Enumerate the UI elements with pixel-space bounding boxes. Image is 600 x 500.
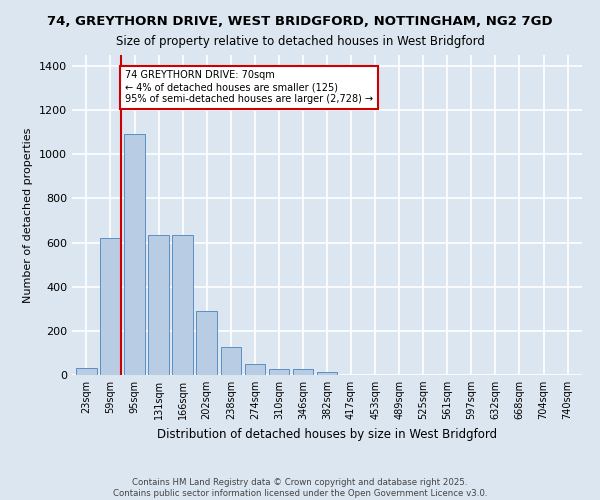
Text: 74, GREYTHORN DRIVE, WEST BRIDGFORD, NOTTINGHAM, NG2 7GD: 74, GREYTHORN DRIVE, WEST BRIDGFORD, NOT… [47, 15, 553, 28]
Bar [221, 348, 241, 375]
Text: Size of property relative to detached houses in West Bridgford: Size of property relative to detached ho… [116, 35, 484, 48]
Bar [196, 311, 217, 375]
Bar [100, 238, 121, 375]
Text: Contains HM Land Registry data © Crown copyright and database right 2025.
Contai: Contains HM Land Registry data © Crown c… [113, 478, 487, 498]
Text: 74 GREYTHORN DRIVE: 70sqm
← 4% of detached houses are smaller (125)
95% of semi-: 74 GREYTHORN DRIVE: 70sqm ← 4% of detach… [125, 70, 373, 104]
Bar [293, 370, 313, 375]
Bar [148, 235, 169, 375]
X-axis label: Distribution of detached houses by size in West Bridgford: Distribution of detached houses by size … [157, 428, 497, 440]
Bar [76, 368, 97, 375]
Bar [172, 235, 193, 375]
Bar [124, 134, 145, 375]
Bar [317, 372, 337, 375]
Y-axis label: Number of detached properties: Number of detached properties [23, 128, 34, 302]
Bar [245, 364, 265, 375]
Bar [269, 370, 289, 375]
